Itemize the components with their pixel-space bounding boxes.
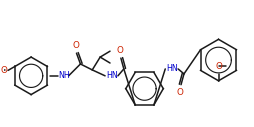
Text: NH: NH: [58, 71, 70, 80]
Text: HN: HN: [166, 64, 177, 73]
Text: O: O: [116, 46, 123, 55]
Text: O: O: [214, 62, 221, 71]
Text: HN: HN: [106, 71, 117, 80]
Text: O: O: [176, 88, 183, 97]
Text: O: O: [0, 66, 7, 75]
Text: O: O: [72, 41, 79, 50]
